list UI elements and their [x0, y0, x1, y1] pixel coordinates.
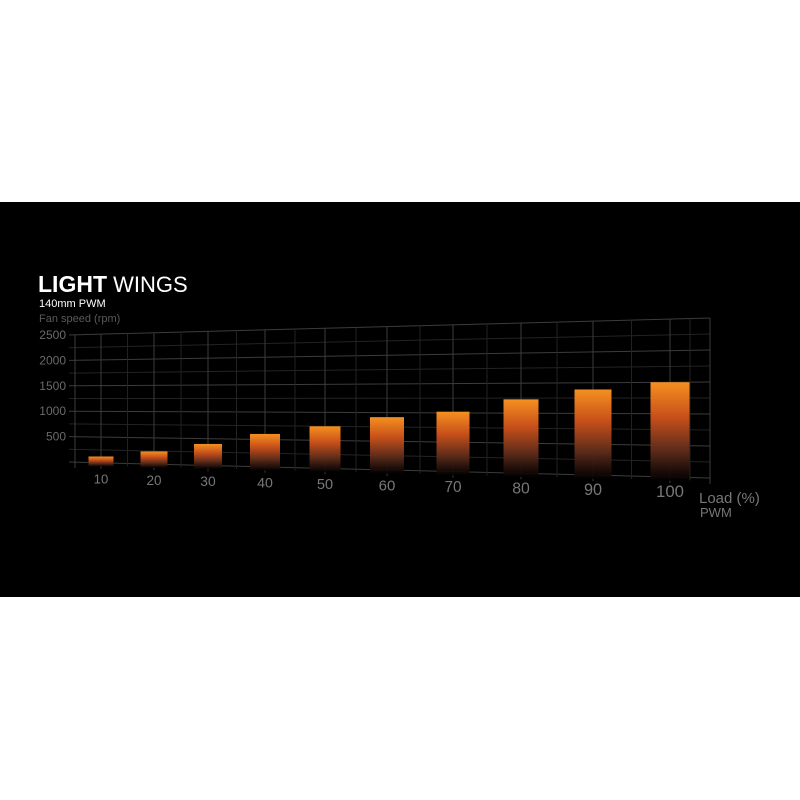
- bar-50: [309, 426, 341, 473]
- x-tick-label: 30: [200, 473, 216, 489]
- y-tick-label: 1500: [39, 379, 66, 393]
- grid-line-h: [68, 349, 711, 361]
- grid-line-h: [68, 317, 711, 336]
- bar-100: [650, 382, 690, 481]
- tick-labels: 500 1000 1500 2000 2500 10 20 30 40 50 60 70 80 90 100: [39, 328, 684, 501]
- x-tick-label: 70: [444, 479, 461, 496]
- bar-40: [250, 433, 280, 471]
- grid-line-h: [68, 333, 711, 349]
- bars: [88, 382, 690, 481]
- x-tick-label: 100: [656, 482, 684, 501]
- grid-line-h: [68, 381, 711, 387]
- title-bold: LIGHT: [38, 271, 107, 297]
- x-tick-label: 90: [584, 481, 602, 499]
- title-light: WINGS: [113, 272, 188, 297]
- bar-80: [503, 399, 539, 478]
- x-tick-label: 80: [512, 481, 530, 498]
- grid-line-h: [68, 365, 711, 374]
- bar-90: [574, 389, 612, 480]
- y-tick-label: 1000: [39, 404, 66, 418]
- bar-20: [140, 451, 168, 468]
- x-tick-label: 60: [379, 477, 396, 494]
- y-axis-label: Fan speed (rpm): [39, 313, 121, 325]
- x-tick-label: 20: [147, 473, 162, 488]
- chart-subtitle: 140mm PWM: [39, 298, 106, 310]
- y-tick-label: 2500: [39, 328, 66, 342]
- bar-60: [370, 417, 404, 474]
- y-tick-label: 2000: [39, 353, 66, 367]
- x-tick-label: 10: [94, 472, 109, 487]
- x-axis-label-2: PWM: [700, 505, 732, 520]
- bar-10: [88, 456, 114, 467]
- bar-70: [436, 411, 470, 476]
- x-axis-label: Load (%): [699, 490, 760, 507]
- x-tick-label: 50: [317, 477, 333, 493]
- chart-title: LIGHT WINGS: [38, 271, 188, 298]
- grid-line-h: [68, 410, 711, 415]
- y-tick-label: 500: [46, 430, 66, 444]
- x-tick-label: 40: [257, 475, 273, 491]
- bar-30: [194, 443, 222, 470]
- grid-line-h: [68, 397, 711, 399]
